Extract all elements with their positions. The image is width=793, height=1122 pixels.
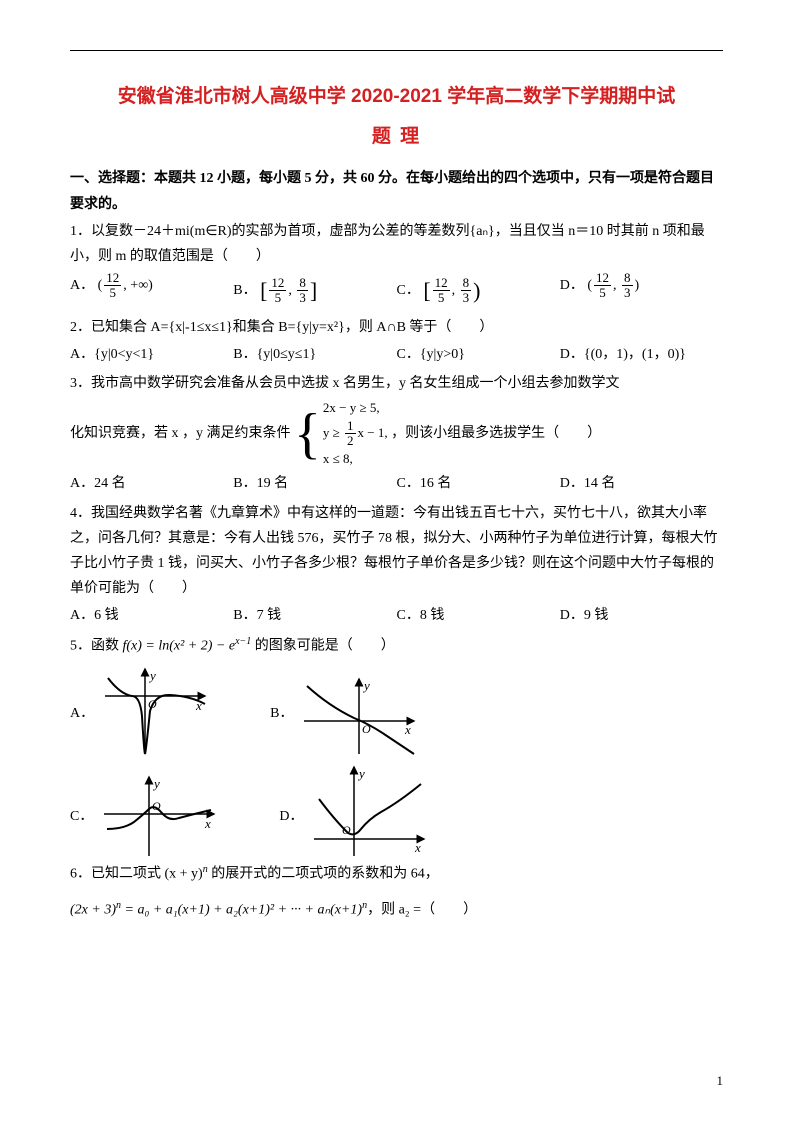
svg-text:O: O	[342, 823, 351, 837]
question-3-line2: 化知识竞赛，若 x ，y 满足约束条件 { 2x − y ≥ 5, y ≥ 12…	[70, 398, 723, 469]
q1-opt-B: B． [125, 83]	[233, 271, 396, 311]
q4-opt-C: C．8 钱	[397, 603, 560, 628]
q3-opt-D: D．14 名	[560, 471, 723, 496]
q3-opt-A: A．24 名	[70, 471, 233, 496]
page-number: 1	[717, 1069, 724, 1092]
question-6-line2: (2x + 3)n = a₀ + a₁(x+1) + a₂(x+1)² + ··…	[70, 897, 723, 923]
svg-text:y: y	[357, 766, 365, 781]
constraint-system: { 2x − y ≥ 5, y ≥ 12x − 1, x ≤ 8,	[294, 398, 388, 469]
question-3-options: A．24 名 B．19 名 C．16 名 D．14 名	[70, 471, 723, 496]
question-2-options: A．{y|0<y<1} B．{y|0≤y≤1} C．{y|y>0} D．{(0，…	[70, 342, 723, 367]
question-4: 4．我国经典数学名著《九章算术》中有这样的一道题：今有出钱五百七十六，买竹七十八…	[70, 501, 723, 602]
section-1-heading: 一、选择题：本题共 12 小题，每小题 5 分，共 60 分。在每小题给出的四个…	[70, 166, 723, 216]
q5-opt-C: C． y x O	[70, 774, 219, 859]
q5-opt-A: A． y x O	[70, 666, 210, 756]
svg-text:x: x	[204, 816, 211, 831]
q4-opt-A: A．6 钱	[70, 603, 233, 628]
q5-opt-D: D． y x O	[279, 764, 429, 859]
graph-B: y x O	[299, 676, 419, 756]
question-5: 5．函数 f(x) = ln(x² + 2) − ex−1 的图象可能是（ ）	[70, 633, 723, 659]
q1-opt-A: A． (125, +∞)	[70, 271, 233, 311]
q4-opt-D: D．9 钱	[560, 603, 723, 628]
exam-title-line1: 安徽省淮北市树人高级中学 2020-2021 学年高二数学下学期期中试	[70, 80, 723, 114]
svg-text:x: x	[414, 840, 421, 855]
q1-opt-C: C． [125, 83)	[397, 271, 560, 311]
graph-D: y x O	[309, 764, 429, 859]
q2-opt-B: B．{y|0≤y≤1}	[233, 342, 396, 367]
question-3-line1: 3．我市高中数学研究会准备从会员中选拔 x 名男生，y 名女生组成一个小组去参加…	[70, 371, 723, 396]
q1-opt-D: D． (125, 83)	[560, 271, 723, 311]
q3-opt-B: B．19 名	[233, 471, 396, 496]
q2-opt-C: C．{y|y>0}	[397, 342, 560, 367]
question-1: 1．以复数－24＋mi(m∈R)的实部为首项，虚部为公差的等差数列{aₙ}，当且…	[70, 219, 723, 269]
q2-opt-D: D．{(0，1)，(1，0)}	[560, 342, 723, 367]
graph-A: y x O	[100, 666, 210, 756]
q2-opt-A: A．{y|0<y<1}	[70, 342, 233, 367]
svg-text:y: y	[152, 776, 160, 791]
svg-text:x: x	[404, 722, 411, 737]
question-1-options: A． (125, +∞) B． [125, 83] C． [125, 83) D…	[70, 271, 723, 311]
question-2: 2．已知集合 A={x|-1≤x≤1}和集合 B={y|y=x²}，则 A∩B …	[70, 315, 723, 340]
q4-opt-B: B．7 钱	[233, 603, 396, 628]
question-4-options: A．6 钱 B．7 钱 C．8 钱 D．9 钱	[70, 603, 723, 628]
q5-opt-B: B． y x O	[270, 676, 419, 756]
q3-opt-C: C．16 名	[397, 471, 560, 496]
question-6-line1: 6．已知二项式 (x + y)n 的展开式的二项式项的系数和为 64，	[70, 861, 723, 887]
svg-text:y: y	[148, 668, 156, 683]
graph-C: y x O	[99, 774, 219, 859]
svg-text:y: y	[362, 678, 370, 693]
exam-title-line2: 题 理	[70, 120, 723, 154]
